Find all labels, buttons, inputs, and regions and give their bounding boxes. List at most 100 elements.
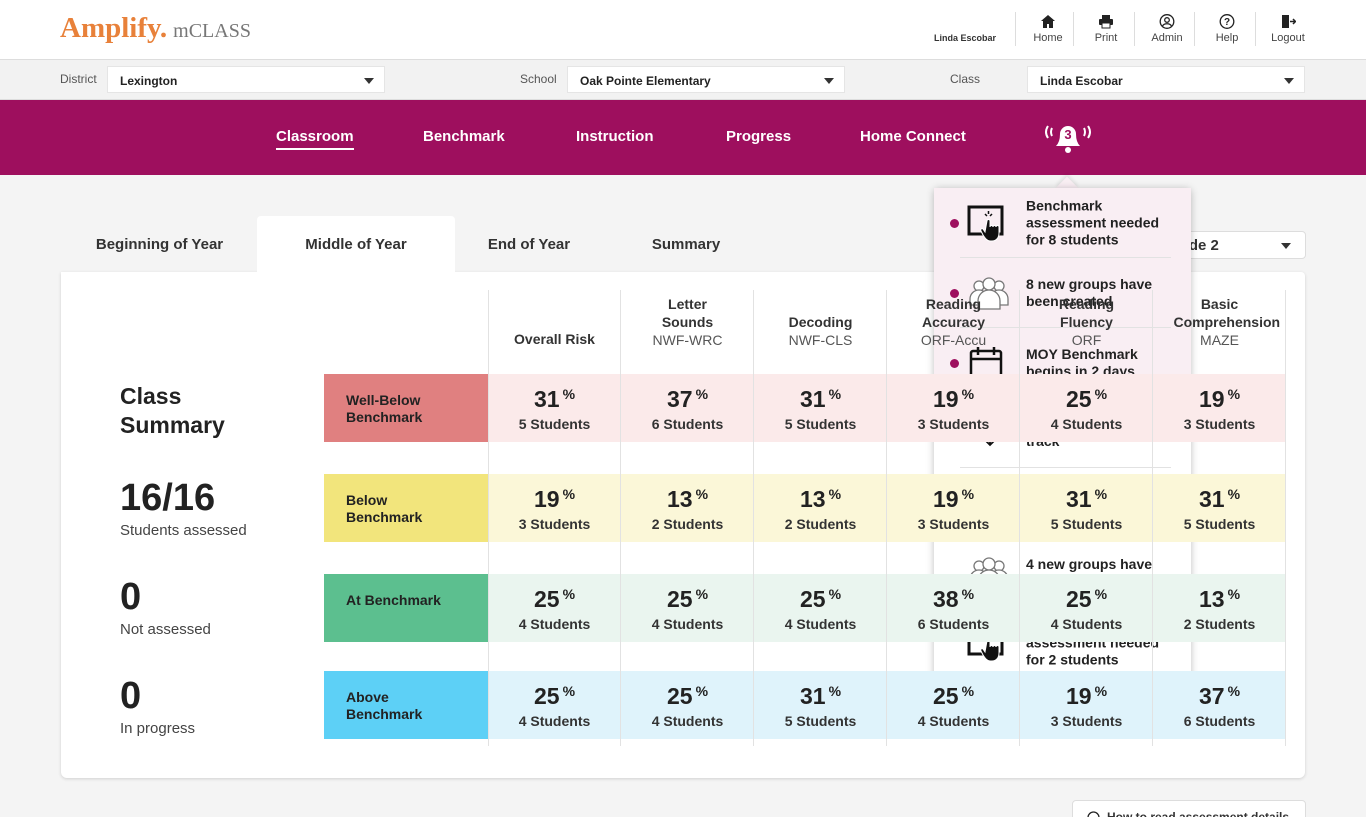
student-count: 3 Students	[518, 516, 591, 532]
brand-name: Amplify.	[60, 12, 168, 44]
percent: 19%	[488, 486, 621, 513]
notification-text: 8 new groups have been created	[1026, 276, 1153, 309]
percent-sign: %	[1227, 683, 1241, 699]
column-name: Decoding	[788, 314, 853, 330]
score-cell[interactable]: 31% 5 Students	[1020, 474, 1153, 542]
header-link[interactable]: Admin	[1137, 14, 1197, 44]
header-link-label: Help	[1215, 32, 1239, 44]
unread-dot	[950, 359, 959, 368]
header-link[interactable]: Home	[1018, 14, 1078, 44]
score-cell[interactable]: 25% 4 Students	[887, 671, 1020, 739]
score-cell[interactable]: 19% 3 Students	[887, 474, 1020, 542]
score-cell[interactable]: 19% 3 Students	[887, 374, 1020, 442]
notification-item[interactable]: Benchmark assessment needed for 8 studen…	[934, 188, 1191, 258]
header-link[interactable]: Print	[1076, 14, 1136, 44]
svg-text:?: ?	[1224, 17, 1230, 28]
column-divider	[886, 290, 887, 746]
score-cell[interactable]: 19% 3 Students	[1153, 374, 1286, 442]
score-cell[interactable]: 13% 2 Students	[754, 474, 887, 542]
row-label-text: Below Benchmark	[346, 492, 423, 525]
column-measure: MAZE	[1200, 332, 1239, 348]
score-cell[interactable]: 31% 5 Students	[754, 374, 887, 442]
score-cell[interactable]: 19% 3 Students	[1020, 671, 1153, 739]
filter-select[interactable]: Lexington	[107, 66, 385, 93]
percent-sign: %	[1227, 386, 1241, 402]
percent-value: 31	[533, 386, 560, 412]
column-name: Overall Risk	[514, 331, 595, 347]
tab[interactable]: End of Year	[487, 236, 571, 253]
help-button[interactable]: How to read assessment details	[1072, 800, 1306, 817]
filter-select[interactable]: Linda Escobar	[1027, 66, 1305, 93]
score-cell[interactable]: 37% 6 Students	[1153, 671, 1286, 739]
score-cell[interactable]: 25% 4 Students	[1020, 574, 1153, 642]
separator	[1255, 12, 1256, 46]
notification-item[interactable]: 8 new groups have been created	[934, 258, 1191, 328]
student-count: 3 Students	[1050, 713, 1123, 729]
percent-value: 19	[533, 486, 560, 512]
percent-value: 25	[799, 586, 826, 612]
score-cell[interactable]: 19% 3 Students	[488, 474, 621, 542]
column-header: Basic Comprehension MAZE	[1153, 290, 1286, 360]
header-icon-svg	[1041, 15, 1055, 28]
score-cell[interactable]: 25% 4 Students	[754, 574, 887, 642]
column-divider	[1285, 290, 1286, 746]
percent: 13%	[621, 486, 754, 513]
filter-select[interactable]: Oak Pointe Elementary	[567, 66, 845, 93]
score-cell[interactable]: 13% 2 Students	[621, 474, 754, 542]
brand[interactable]: Amplify. mCLASS	[60, 12, 251, 45]
column-measure: ORF-Accu	[920, 332, 987, 348]
nav-item[interactable]: Progress	[726, 128, 792, 145]
score-cell[interactable]: 31% 5 Students	[488, 374, 621, 442]
header-icon-svg	[1099, 15, 1113, 29]
icon-tablet-svg	[967, 205, 1004, 242]
score-cell[interactable]: 25% 4 Students	[1020, 374, 1153, 442]
column-divider	[620, 290, 621, 746]
nav-item[interactable]: Classroom	[276, 128, 354, 150]
tab[interactable]: Summary	[651, 236, 721, 253]
percent: 31%	[1020, 486, 1153, 513]
percent-sign: %	[562, 683, 576, 699]
score-cell[interactable]: 25% 4 Students	[488, 574, 621, 642]
score-cell[interactable]: 25% 4 Students	[488, 671, 621, 739]
percent-sign: %	[828, 486, 842, 502]
unread-dot	[950, 219, 959, 228]
student-count: 3 Students	[1183, 416, 1256, 432]
column-name: Reading Fluency	[1058, 296, 1115, 330]
student-count: 4 Students	[1050, 416, 1123, 432]
item-divider	[960, 327, 1171, 328]
row-label: Well-Below Benchmark	[324, 374, 488, 442]
column-name: Letter Sounds	[661, 296, 714, 330]
item-divider	[960, 257, 1171, 258]
score-cell[interactable]: 13% 2 Students	[1153, 574, 1286, 642]
column-measure: ORF	[1071, 332, 1102, 348]
percent-value: 25	[533, 683, 560, 709]
nav-item[interactable]: Benchmark	[423, 128, 505, 145]
header-link[interactable]: ? Help	[1197, 14, 1257, 44]
nav-item[interactable]: Home Connect	[860, 128, 966, 145]
nav-item[interactable]: Instruction	[576, 128, 654, 145]
percent-value: 31	[1198, 486, 1225, 512]
percent: 19%	[1153, 386, 1286, 413]
stat-label: Students assessed	[120, 522, 247, 539]
tab[interactable]: Middle of Year	[257, 216, 455, 272]
notification-bell[interactable]: 3	[1042, 118, 1094, 156]
summary-title: Class Summary	[120, 383, 225, 438]
percent-sign: %	[961, 386, 975, 402]
row-label-text: At Benchmark	[346, 592, 441, 608]
percent-value: 25	[1065, 386, 1092, 412]
product-name: mCLASS	[173, 20, 251, 42]
score-cell[interactable]: 25% 4 Students	[621, 574, 754, 642]
header-link[interactable]: Logout	[1258, 14, 1318, 44]
percent-value: 37	[666, 386, 693, 412]
icon-calendar-svg	[969, 347, 1003, 381]
score-cell[interactable]: 31% 5 Students	[1153, 474, 1286, 542]
score-cell[interactable]: 25% 4 Students	[621, 671, 754, 739]
tab[interactable]: Beginning of Year	[95, 236, 224, 253]
score-cell[interactable]: 37% 6 Students	[621, 374, 754, 442]
score-cell[interactable]: 38% 6 Students	[887, 574, 1020, 642]
score-cell[interactable]: 31% 5 Students	[754, 671, 887, 739]
percent-sign: %	[562, 486, 576, 502]
percent-sign: %	[961, 486, 975, 502]
notification-text: Benchmark assessment needed for 8 studen…	[1026, 197, 1160, 248]
